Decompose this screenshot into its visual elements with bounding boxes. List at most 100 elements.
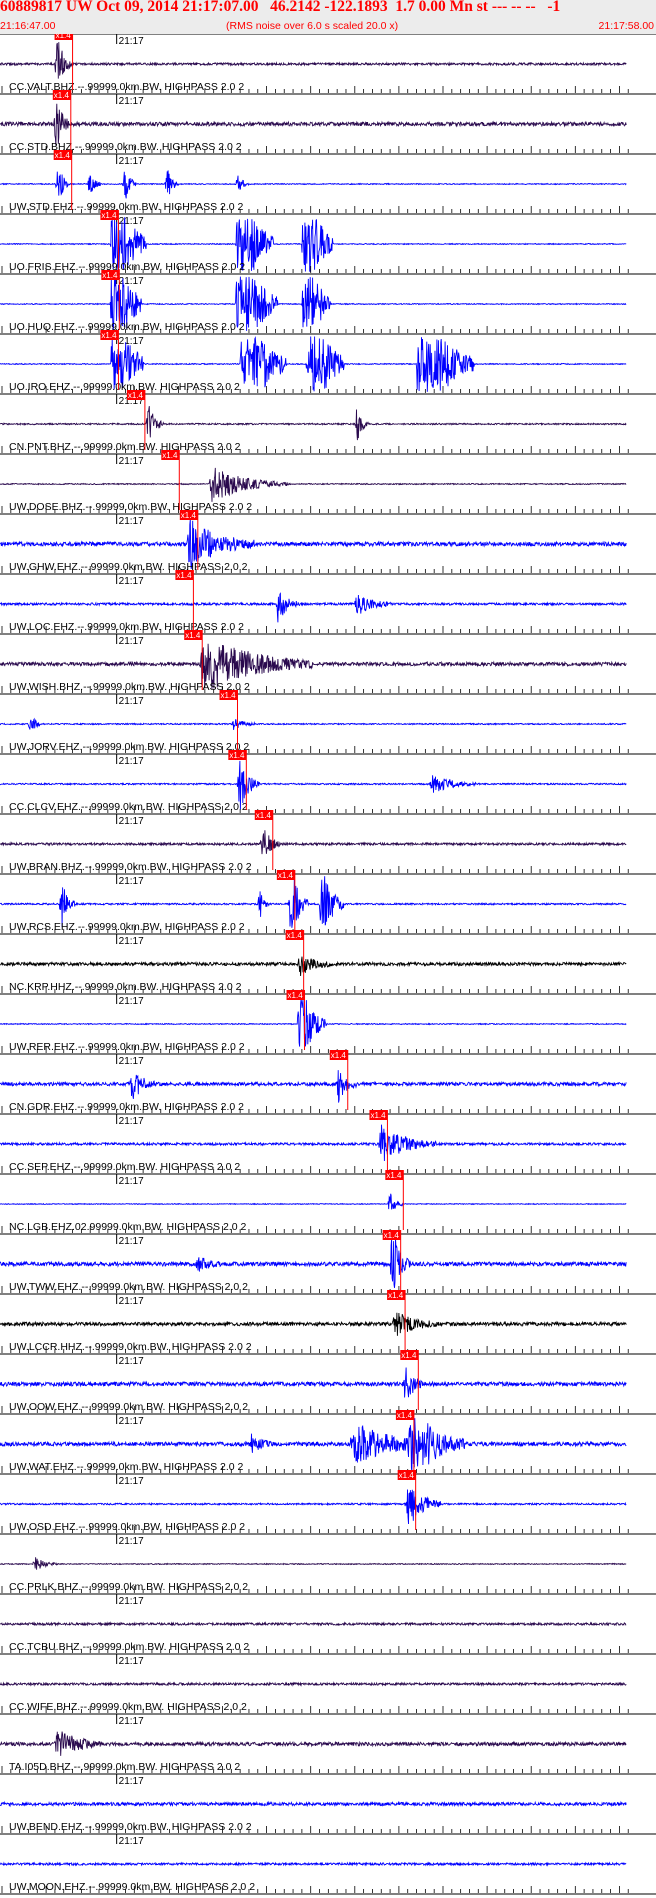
pick-flag [397, 1470, 416, 1480]
waveform [0, 217, 627, 272]
waveform [0, 42, 627, 79]
station-label: CN.GDR.EHZ.--.99999.0km.BW. HIGHPASS 2.0… [9, 1101, 244, 1113]
trace-row: 21:17 UW.RCS.EHZ.--.99999.0km.BW. HIGHPAS… [0, 870, 656, 933]
station-label: CC.STD.BHZ.--.99999.0km.BW. HIGHPASS 2.0… [9, 141, 242, 153]
trace-row: 21:17 UW.OSD.EHZ.--.99999.0km.BW. HIGHPAS… [0, 1470, 656, 1533]
pick-label: x1.4 [388, 1291, 404, 1300]
minute-label: 21:17 [119, 1476, 144, 1487]
minute-label: 21:17 [119, 936, 144, 947]
trace-row: 21:17 UO.IRO.EHZ.--.99999.0km.BW. HIGHPAS… [0, 330, 656, 393]
station-label: CC.SEP.EHZ.--.99999.0km.BW. HIGHPASS 2.0… [9, 1161, 240, 1173]
station-label: CC.VALT.BHZ.--.99999.0km.BW. HIGHPASS 2.… [9, 81, 244, 93]
station-label: UW.GHW.EHZ.--.99999.0km.BW. HIGHPASS 2.0… [9, 561, 248, 573]
minute-label: 21:17 [119, 816, 144, 827]
pick-label: x1.4 [128, 391, 144, 400]
pick-flag [53, 150, 72, 160]
pick-flag [101, 270, 120, 280]
pick-flag [369, 1110, 388, 1120]
pick-flag [175, 570, 194, 580]
pick-label: x1.4 [176, 571, 192, 580]
pick-flag [387, 1290, 406, 1300]
minute-label: 21:17 [119, 1056, 144, 1067]
trace-row: 21:17 CC.STD.BHZ.--.99999.0km.BW. HIGHPAS… [0, 90, 656, 153]
station-label: UW.WISH.BHZ.--.99999.0km.BW. HIGHPASS 2.… [9, 681, 250, 693]
minute-label: 21:17 [119, 276, 144, 287]
pick-label: x1.4 [397, 1411, 413, 1420]
start-time: 21:16:47.00 [0, 20, 56, 32]
trace-row: 21:17 UO.FRIS.EHZ.--.99999.0km.BW. HIGHPA… [0, 210, 656, 273]
waveform [0, 1367, 627, 1398]
minute-label: 21:17 [119, 876, 144, 887]
waveform [0, 467, 627, 502]
pick-flag [219, 690, 238, 700]
pick-flag [254, 810, 273, 820]
trace-row: 21:17 CC.TCBU.BHZ.--.99999.0km.BW. HIGHPA… [0, 1593, 656, 1653]
pick-flag [286, 990, 305, 1000]
trace-row: 21:17 UW.JORV.EHZ.--.99999.0km.BW. HIGHPA… [0, 690, 656, 753]
station-label: UW.BEND.EHZ.--.99999.0km.BW. HIGHPASS 2.… [9, 1821, 252, 1833]
minute-label: 21:17 [119, 1416, 144, 1427]
pick-label: x1.4 [287, 931, 303, 940]
pick-flag [52, 90, 71, 100]
pick-flag [100, 210, 119, 220]
pick-flag [126, 390, 145, 400]
minute-label: 21:17 [119, 1536, 144, 1547]
waveform [0, 1621, 627, 1627]
minute-label: 21:17 [119, 1656, 144, 1667]
pick-flag [54, 34, 73, 40]
trace-row: 21:17 CC.CLCV.EHZ.--.99999.0km.BW. HIGHPA… [0, 750, 656, 813]
station-label: UW.LCCR.HHZ.--.99999.0km.BW. HIGHPASS 2.… [9, 1341, 252, 1353]
pick-label: x1.4 [384, 1231, 400, 1240]
station-label: UW.RCS.EHZ.--.99999.0km.BW. HIGHPASS 2.0… [9, 921, 245, 933]
station-label: UW.WAT.EHZ.--.99999.0km.BW. HIGHPASS 2.0… [9, 1461, 244, 1473]
trace-row: 21:17 UW.MOON.EHZ.--.99999.0km.BW. HIGHPA… [0, 1833, 656, 1893]
minute-label: 21:17 [119, 96, 144, 107]
pick-flag [395, 1410, 414, 1420]
waveform [0, 336, 627, 392]
minute-label: 21:17 [119, 1776, 144, 1787]
trace-row: 21:17 UW.GHW.EHZ.--.99999.0km.BW. HIGHPAS… [0, 510, 656, 573]
waveform [0, 1861, 627, 1867]
pick-label: x1.4 [162, 451, 178, 460]
minute-label: 21:17 [119, 396, 144, 407]
end-time: 21:17:58.00 [598, 20, 654, 32]
waveform [0, 1557, 627, 1570]
trace-row: 21:17 UW.RER.EHZ.--.99999.0km.BW. HIGHPAS… [0, 990, 656, 1053]
pick-flag [179, 510, 198, 520]
station-label: CC.WIFE.BHZ.--.99999.0km.BW. HIGHPASS 2.… [9, 1701, 247, 1713]
station-label: UW.OOW.EHZ.--.99999.0km.BW. HIGHPASS 2.0… [9, 1401, 248, 1413]
minute-label: 21:17 [119, 156, 144, 167]
trace-row: 21:17 UW.LCCR.HHZ.--.99999.0km.BW. HIGHPA… [0, 1290, 656, 1353]
trace-row: 21:17 CC.VALT.BHZ.--.99999.0km.BW. HIGHPA… [0, 34, 656, 93]
trace-row: 21:17 UW.LOC.EHZ.--.99999.0km.BW. HIGHPAS… [0, 570, 656, 633]
pick-label: x1.4 [386, 1171, 402, 1180]
pick-flag [285, 930, 304, 940]
waveform [0, 406, 627, 441]
waveform [0, 592, 627, 623]
minute-label: 21:17 [119, 516, 144, 527]
pick-label: x1.4 [101, 331, 117, 340]
station-label: UW.DOSE.BHZ.--.99999.0km.BW. HIGHPASS 2.… [9, 501, 252, 513]
trace-row: 21:17 UW.STD.EHZ.--.99999.0km.BW. HIGHPAS… [0, 150, 656, 213]
trace-row: 21:17 UW.BEND.EHZ.--.99999.0km.BW. HIGHPA… [0, 1773, 656, 1833]
trace-row: 21:17 UO.HUQ.EHZ.--.99999.0km.BW. HIGHPAS… [0, 270, 656, 333]
waveform [0, 643, 627, 689]
event-title: 60889817 UW Oct 09, 2014 21:17:07.00 46.… [0, 0, 561, 15]
station-label: TA.I05D.BHZ.--.99999.0km.BW. HIGHPASS 2.… [9, 1761, 240, 1773]
station-label: CC.CLCV.EHZ.--.99999.0km.BW. HIGHPASS 2.… [9, 801, 248, 813]
minute-label: 21:17 [119, 996, 144, 1007]
header-bar: 60889817 UW Oct 09, 2014 21:17:07.00 46.… [0, 0, 656, 34]
pick-label: x1.4 [181, 511, 197, 520]
pick-label: x1.4 [401, 1351, 417, 1360]
minute-label: 21:17 [119, 1356, 144, 1367]
pick-flag [385, 1170, 404, 1180]
minute-label: 21:17 [119, 1236, 144, 1247]
station-label: UW.MOON.EHZ.--.99999.0km.BW. HIGHPASS 2.… [9, 1881, 255, 1893]
waveform [0, 717, 627, 730]
trace-row: 21:17 CN.PNT.BHZ.--.99999.0km.BW. HIGHPAS… [0, 390, 656, 453]
station-label: UW.STD.EHZ.--.99999.0km.BW. HIGHPASS 2.0… [9, 201, 244, 213]
station-label: CC.PRLK.BHZ.--.99999.0km.BW. HIGHPASS 2.… [9, 1581, 248, 1593]
pick-label: x1.4 [370, 1111, 386, 1120]
waveform [0, 1731, 627, 1756]
waveform [0, 518, 627, 569]
